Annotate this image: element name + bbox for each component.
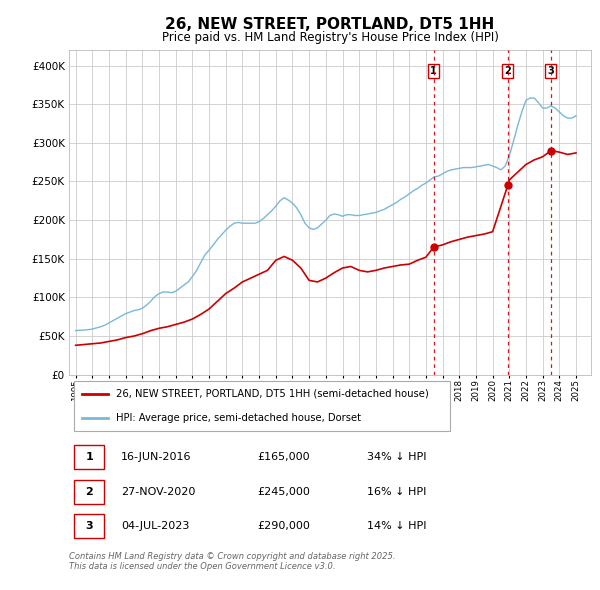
Text: 14% ↓ HPI: 14% ↓ HPI <box>367 522 426 532</box>
Text: 16% ↓ HPI: 16% ↓ HPI <box>367 487 426 497</box>
Text: 34% ↓ HPI: 34% ↓ HPI <box>367 452 426 462</box>
Text: £245,000: £245,000 <box>257 487 310 497</box>
FancyBboxPatch shape <box>74 381 450 431</box>
Text: Price paid vs. HM Land Registry's House Price Index (HPI): Price paid vs. HM Land Registry's House … <box>161 31 499 44</box>
Text: 2: 2 <box>85 487 93 497</box>
FancyBboxPatch shape <box>74 445 104 469</box>
Text: 1: 1 <box>85 452 93 462</box>
Text: 3: 3 <box>86 522 93 532</box>
Text: 04-JUL-2023: 04-JUL-2023 <box>121 522 190 532</box>
Text: 27-NOV-2020: 27-NOV-2020 <box>121 487 196 497</box>
Text: £165,000: £165,000 <box>257 452 310 462</box>
Text: Contains HM Land Registry data © Crown copyright and database right 2025.
This d: Contains HM Land Registry data © Crown c… <box>69 552 395 571</box>
Text: £290,000: £290,000 <box>257 522 310 532</box>
Text: 2: 2 <box>505 66 511 76</box>
Text: HPI: Average price, semi-detached house, Dorset: HPI: Average price, semi-detached house,… <box>116 413 361 423</box>
FancyBboxPatch shape <box>74 480 104 504</box>
Text: 3: 3 <box>548 66 554 76</box>
FancyBboxPatch shape <box>74 514 104 538</box>
Text: 16-JUN-2016: 16-JUN-2016 <box>121 452 192 462</box>
Text: 26, NEW STREET, PORTLAND, DT5 1HH: 26, NEW STREET, PORTLAND, DT5 1HH <box>166 17 494 31</box>
Text: 1: 1 <box>430 66 437 76</box>
Text: 26, NEW STREET, PORTLAND, DT5 1HH (semi-detached house): 26, NEW STREET, PORTLAND, DT5 1HH (semi-… <box>116 389 429 399</box>
